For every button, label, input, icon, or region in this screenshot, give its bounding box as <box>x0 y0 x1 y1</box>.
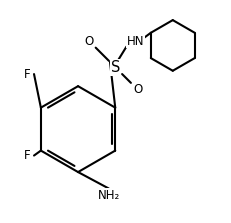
Text: O: O <box>133 83 142 96</box>
Text: S: S <box>111 60 120 75</box>
Text: O: O <box>85 35 94 47</box>
Text: F: F <box>24 68 31 81</box>
Text: HN: HN <box>127 35 144 47</box>
Text: F: F <box>24 149 31 162</box>
Text: NH₂: NH₂ <box>98 189 120 202</box>
